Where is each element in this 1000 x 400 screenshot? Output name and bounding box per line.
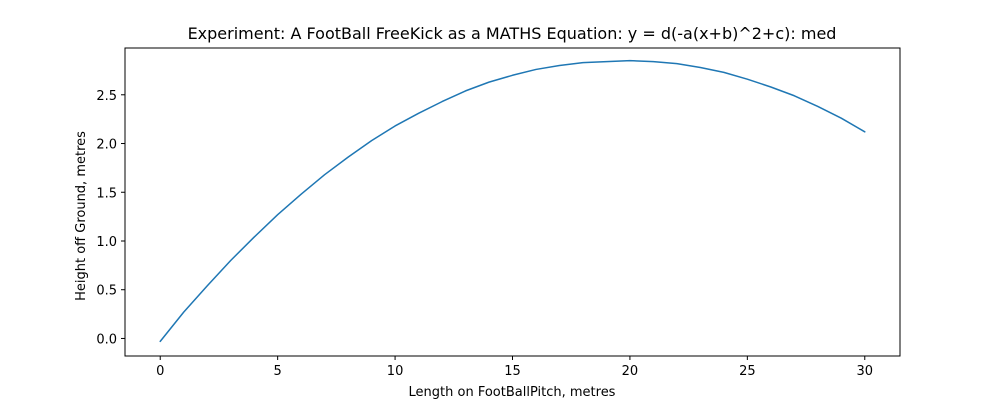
y-axis-label: Height off Ground, metres: [74, 131, 89, 301]
y-tick-label: 1.5: [96, 186, 117, 201]
y-tick-label: 0.0: [96, 332, 117, 347]
x-axis-label: Length on FootBallPitch, metres: [409, 385, 616, 400]
plot-frame: [124, 47, 901, 357]
x-axis: 0 5 10 15 20 25 30: [156, 356, 873, 379]
y-tick-label: 0.5: [96, 284, 117, 299]
y-axis: 0.0 0.5 1.0 1.5 2.0 2.5: [96, 89, 125, 347]
y-tick-label: 1.0: [96, 235, 117, 250]
x-tick-label: 20: [622, 364, 639, 379]
y-tick-label: 2.5: [96, 89, 117, 104]
chart-title: Experiment: A FootBall FreeKick as a MAT…: [188, 24, 837, 43]
plot-area: [124, 47, 901, 357]
x-tick-label: 10: [387, 364, 404, 379]
y-tick-label: 2.0: [96, 138, 117, 153]
x-tick-label: 25: [739, 364, 756, 379]
x-tick-label: 0: [156, 364, 164, 379]
x-tick-label: 5: [274, 364, 282, 379]
x-tick-label: 30: [856, 364, 873, 379]
x-tick-label: 15: [504, 364, 521, 379]
series-line-0: [159, 59, 866, 343]
